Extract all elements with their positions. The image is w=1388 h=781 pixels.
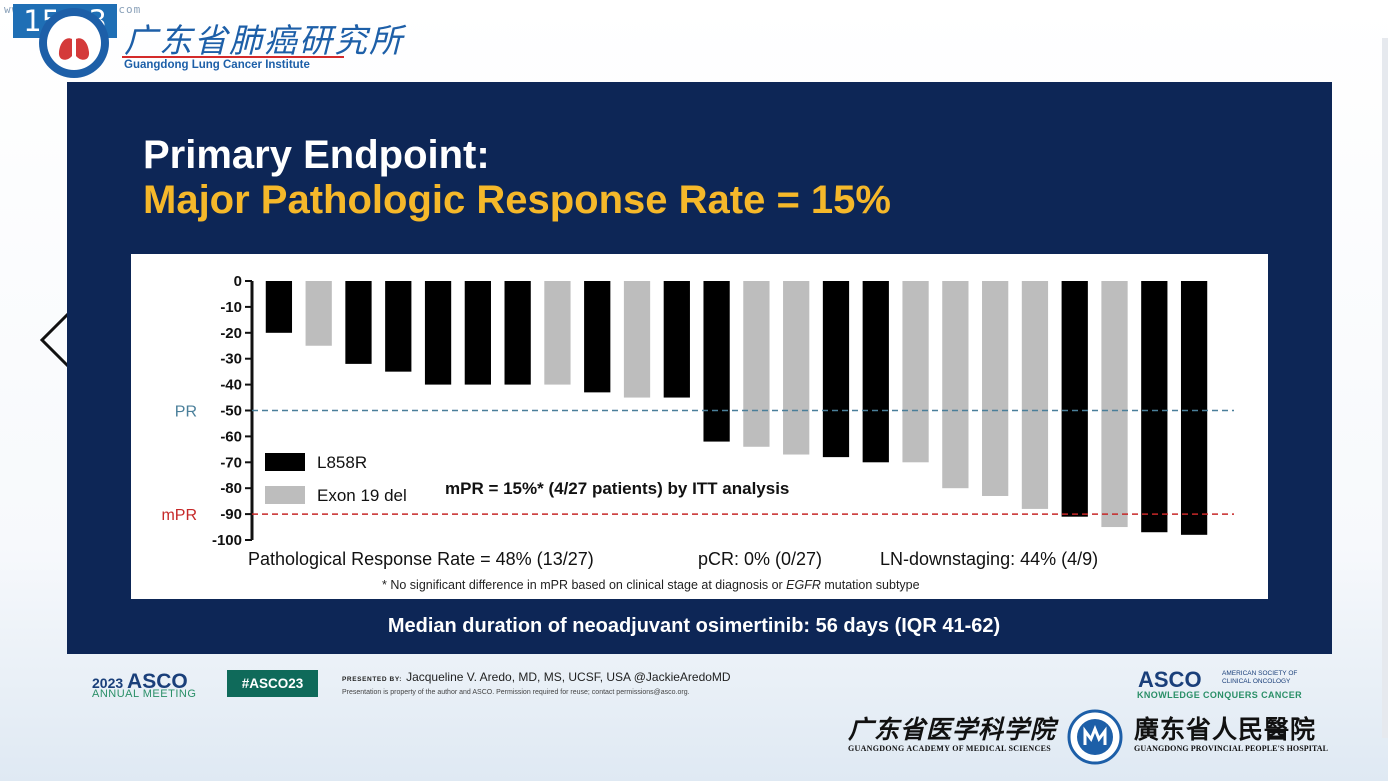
legend-swatch	[265, 453, 305, 471]
slide-title: Primary Endpoint:	[143, 133, 490, 177]
pathological-response-stat: Pathological Response Rate = 48% (13/27)	[248, 549, 594, 569]
bar-23	[1141, 281, 1168, 533]
bar-21	[1061, 281, 1088, 517]
asco-meeting-sub: ANNUAL MEETING	[92, 688, 197, 700]
bar-16	[862, 281, 889, 463]
institute-name-en: Guangdong Lung Cancer Institute	[124, 59, 310, 71]
bar-6	[464, 281, 491, 385]
y-tick-label: -100	[212, 532, 242, 549]
legend-label: L858R	[317, 453, 367, 472]
y-tick-label: -60	[220, 428, 242, 445]
asco-meeting-name: ASCO	[127, 670, 188, 693]
bar-22	[1101, 281, 1128, 528]
pcr-stat: pCR: 0% (0/27)	[698, 549, 823, 569]
y-tick-label: -70	[220, 454, 242, 471]
asco-year: 2023	[92, 675, 124, 691]
bar-18	[942, 281, 969, 489]
gams-name-cn: 广东省医学科学院	[848, 715, 1057, 744]
y-tick-label: -30	[220, 351, 242, 368]
bar-1	[265, 281, 293, 333]
presented-label: PRESENTED BY:	[342, 676, 403, 683]
bar-13	[743, 281, 770, 447]
legend-label: Exon 19 del	[317, 486, 407, 505]
bar-20	[1021, 281, 1049, 509]
ln-downstaging-stat: LN-downstaging: 44% (4/9)	[880, 549, 1099, 569]
y-tick-label: -90	[220, 506, 242, 523]
presenter-name: Jacqueline V. Aredo, MD, MS, UCSF, USA @…	[406, 670, 731, 684]
hashtag-badge: #ASCO23	[227, 670, 318, 697]
y-tick-label: -10	[220, 299, 242, 316]
bar-5	[424, 281, 452, 385]
institute-logo-icon	[39, 8, 109, 78]
slide-subtitle: Major Pathologic Response Rate = 15%	[143, 178, 891, 222]
bar-24	[1180, 281, 1208, 535]
property-note: Presentation is property of the author a…	[342, 689, 690, 696]
bar-4	[385, 281, 412, 372]
waterfall-chart: 0 -10 -20 -30 -40 -50 -60 -70 -80 -90 -100 PR mPR L85…	[161, 273, 1234, 549]
bar-8	[544, 281, 571, 385]
footnote-end: mutation subtype	[820, 578, 920, 592]
bar-2	[305, 281, 332, 346]
bar-12	[703, 281, 730, 442]
institute-divider	[122, 56, 344, 58]
bar-17	[902, 281, 929, 463]
bar-19	[982, 281, 1009, 496]
bar-15	[822, 281, 850, 458]
y-tick-label: -50	[220, 403, 242, 420]
footnote-text: * No significant difference in mPR based…	[382, 578, 787, 592]
gph-name-en: GUANGDONG PROVINCIAL PEOPLE'S HOSPITAL	[1134, 744, 1329, 753]
bar-14	[783, 281, 810, 455]
institute-name-cn: 广东省肺癌研究所	[124, 21, 404, 60]
asco-logo: ASCO	[1138, 667, 1202, 692]
reference-label-mpr: mPR	[161, 507, 197, 524]
bar-10	[623, 281, 651, 398]
asco-tagline: KNOWLEDGE CONQUERS CANCER	[1137, 690, 1303, 700]
bar-7	[504, 281, 531, 385]
y-tick-label: -20	[220, 325, 242, 342]
legend-swatch	[265, 486, 305, 504]
y-tick-label: -80	[220, 480, 242, 497]
median-duration: Median duration of neoadjuvant osimertin…	[387, 615, 1001, 637]
hospital-emblem-icon	[1067, 709, 1123, 765]
gams-name-en: GUANGDONG ACADEMY OF MEDICAL SCIENCES	[848, 744, 1051, 753]
mpr-annotation: mPR = 15%* (4/27 patients) by ITT analys…	[445, 479, 789, 498]
y-tick-label: 0	[234, 273, 242, 290]
previous-slide-arrow-icon[interactable]	[38, 310, 78, 370]
reference-label-pr: PR	[175, 404, 197, 421]
presenter-line: PRESENTED BY: Jacqueline V. Aredo, MD, MS…	[342, 670, 731, 684]
bar-3	[345, 281, 372, 364]
bar-11	[663, 281, 690, 398]
window-edge	[1382, 38, 1388, 738]
y-tick-label: -40	[220, 377, 242, 394]
footnote: * No significant difference in mPR based…	[382, 578, 920, 592]
footnote-gene: EGFR	[786, 578, 821, 592]
gph-name-cn: 廣东省人民醫院	[1134, 715, 1317, 744]
asco-meeting-logo: 2023 ASCO	[92, 670, 188, 694]
bar-9	[584, 281, 611, 393]
asco-logo-sub: AMERICAN SOCIETY OF CLINICAL ONCOLOGY	[1222, 670, 1298, 685]
